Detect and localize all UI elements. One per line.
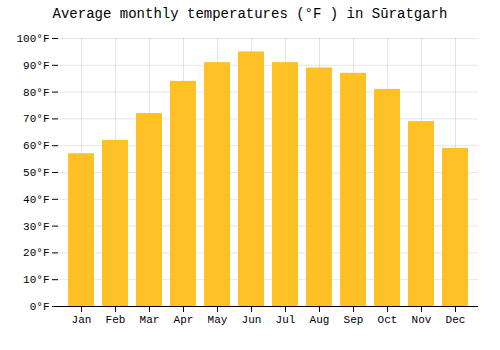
svg-text:Jun: Jun	[242, 314, 262, 326]
svg-text:Dec: Dec	[446, 314, 466, 326]
svg-text:100°F: 100°F	[16, 33, 49, 45]
svg-text:60°F: 60°F	[23, 140, 49, 152]
svg-text:May: May	[208, 314, 228, 326]
svg-text:Jul: Jul	[276, 314, 296, 326]
svg-text:90°F: 90°F	[23, 60, 49, 72]
svg-text:Oct: Oct	[378, 314, 398, 326]
svg-text:Feb: Feb	[106, 314, 126, 326]
svg-text:20°F: 20°F	[23, 247, 49, 259]
svg-text:30°F: 30°F	[23, 221, 49, 233]
svg-text:Sep: Sep	[344, 314, 364, 326]
svg-text:Aug: Aug	[310, 314, 330, 326]
html-text:Average monthly temperatures (: Average monthly temperatures (°F ) in Sū…	[52, 6, 448, 22]
svg-text:Apr: Apr	[174, 314, 194, 326]
svg-text:Nov: Nov	[412, 314, 432, 326]
svg-text:40°F: 40°F	[23, 194, 49, 206]
svg-text:70°F: 70°F	[23, 113, 49, 125]
svg-text:0°F: 0°F	[30, 301, 50, 313]
svg-text:Mar: Mar	[140, 314, 160, 326]
svg-text:50°F: 50°F	[23, 167, 49, 179]
svg-text:10°F: 10°F	[23, 274, 49, 286]
svg-text:Jan: Jan	[72, 314, 92, 326]
svg-text:80°F: 80°F	[23, 87, 49, 99]
